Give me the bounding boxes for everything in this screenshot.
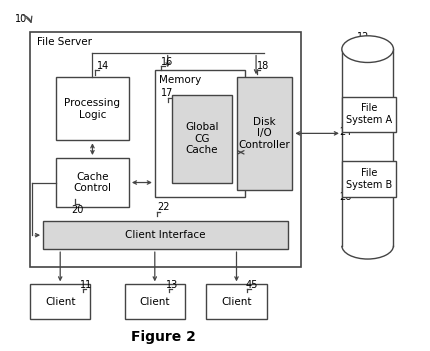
Bar	[125, 284, 185, 319]
Bar	[237, 77, 292, 190]
Text: 11: 11	[80, 280, 92, 290]
Bar	[172, 95, 232, 183]
Text: Client: Client	[221, 297, 252, 307]
Bar	[342, 161, 396, 197]
Text: Cache
Control: Cache Control	[74, 172, 111, 193]
Text: 22: 22	[157, 203, 169, 212]
Text: 17: 17	[161, 88, 174, 98]
Text: Memory: Memory	[159, 75, 201, 85]
Text: Global
CG
Cache: Global CG Cache	[185, 122, 219, 155]
Text: 45: 45	[245, 280, 258, 290]
Text: File Server: File Server	[37, 37, 92, 47]
Bar	[206, 284, 267, 319]
Text: 10: 10	[15, 14, 27, 24]
Text: 26: 26	[340, 192, 352, 202]
Text: Processing
Logic: Processing Logic	[64, 98, 120, 120]
Bar	[155, 70, 245, 197]
Bar	[30, 284, 90, 319]
Text: 20: 20	[71, 205, 83, 215]
Text: Disk
I/O
Controller: Disk I/O Controller	[239, 117, 290, 150]
Bar	[56, 158, 129, 207]
Text: Figure 2: Figure 2	[131, 330, 196, 344]
Text: 12: 12	[357, 32, 369, 42]
Text: File
System A: File System A	[346, 103, 392, 125]
Text: Client: Client	[140, 297, 170, 307]
Text: Client: Client	[45, 297, 75, 307]
Bar	[342, 97, 396, 132]
Ellipse shape	[342, 36, 393, 62]
Text: 16: 16	[161, 57, 173, 67]
Bar	[56, 77, 129, 140]
Text: 14: 14	[97, 61, 109, 71]
Text: 13: 13	[166, 280, 178, 290]
Text: 18: 18	[257, 61, 269, 71]
Text: 24: 24	[340, 127, 352, 137]
Bar	[30, 32, 301, 267]
Text: Client Interface: Client Interface	[125, 230, 206, 240]
Bar	[43, 221, 288, 249]
Text: File
System B: File System B	[346, 168, 392, 190]
